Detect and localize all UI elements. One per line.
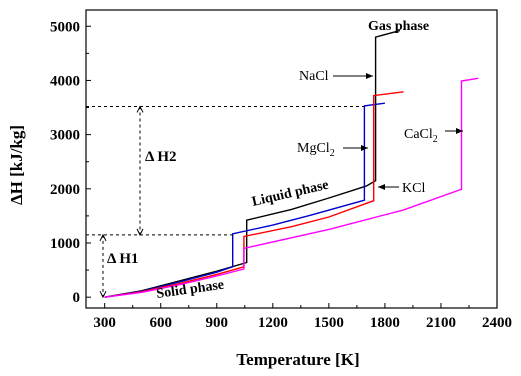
plot-frame	[85, 9, 498, 309]
y-tick-label: 3000	[50, 128, 80, 144]
mgcl2-label: MgCl2	[297, 141, 335, 159]
gas-phase-label: Gas phase	[368, 19, 429, 34]
x-tick-label: 1200	[258, 315, 288, 331]
dh1-arrowhead-top	[99, 233, 107, 242]
dh2-arrowhead-top	[136, 105, 144, 113]
y-tick-label: 4000	[50, 73, 80, 89]
series-line-kcl	[104, 91, 404, 298]
y-tick-label: 1000	[50, 236, 80, 252]
cacl2-arrowhead	[456, 128, 463, 134]
x-tick-label: 1800	[370, 315, 400, 331]
dh2-arrowhead-bottom	[136, 228, 144, 236]
y-tick-label: 2000	[50, 182, 80, 198]
axis-layer: 300 600 900 1200 1500 1800 2100 2400 0 1000 2000 30…	[50, 9, 512, 331]
kcl-arrowhead	[378, 184, 385, 190]
x-tick-label: 2100	[426, 315, 456, 331]
series-line-nacl	[104, 29, 401, 298]
guide-layer	[86, 105, 365, 299]
x-tick-label: 900	[206, 315, 229, 331]
nacl-label: NaCl	[299, 69, 329, 84]
series-layer	[104, 29, 479, 298]
kcl-label: KCl	[402, 181, 425, 196]
cacl2-label: CaCl2	[404, 127, 438, 145]
dh1-label: Δ H1	[107, 251, 139, 267]
series-line-mgcl2	[104, 102, 385, 298]
y-tick-label: 0	[73, 290, 81, 306]
x-tick-label: 2400	[482, 315, 512, 331]
dh2-label: Δ H2	[145, 149, 177, 165]
mgcl2-arrowhead	[361, 145, 368, 151]
dh1-arrowhead-bottom	[99, 290, 107, 299]
solid-phase-label: Solid phase	[155, 278, 225, 302]
x-axis-label: Temperature [K]	[236, 350, 359, 369]
series-line-cacl2	[104, 77, 479, 298]
liquid-phase-label: Liquid phase	[251, 178, 331, 210]
y-axis-label: ΔH [kJ/kg]	[7, 125, 26, 205]
x-tick-label: 1500	[314, 315, 344, 331]
y-tick-label: 5000	[50, 19, 80, 35]
nacl-arrowhead	[366, 73, 373, 79]
x-tick-label: 300	[93, 315, 116, 331]
x-tick-label: 600	[149, 315, 172, 331]
